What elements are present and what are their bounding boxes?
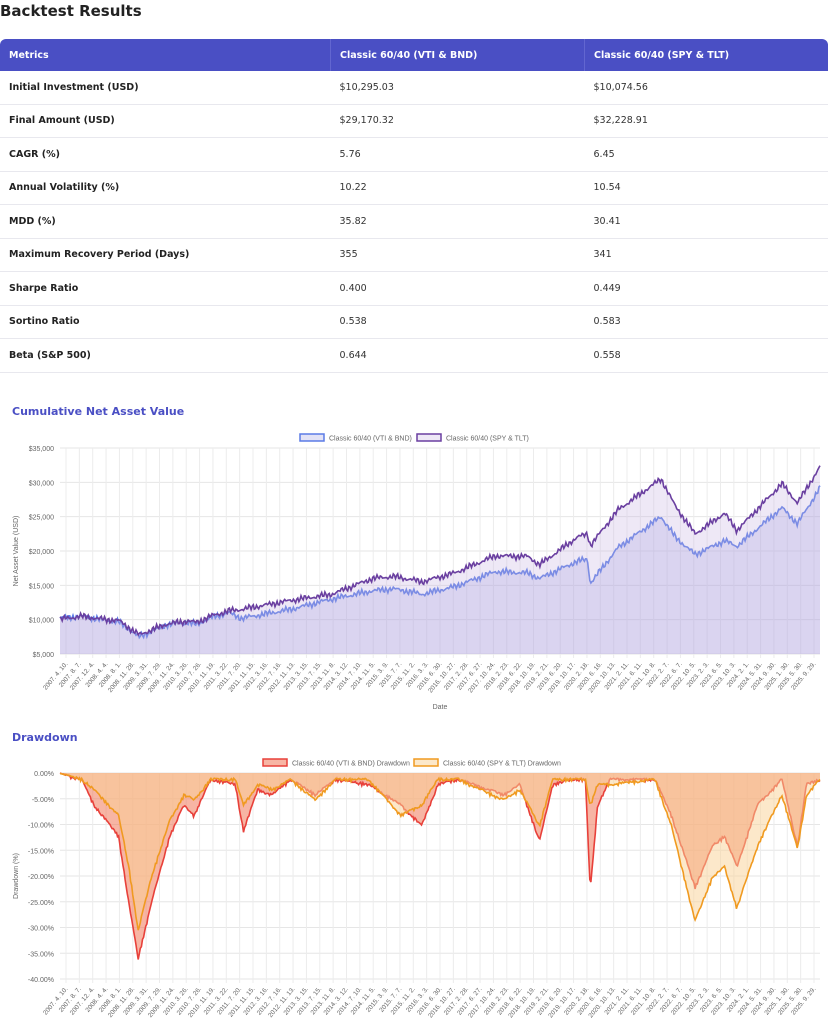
metric-value: 355 [330, 238, 585, 272]
y-tick-label: $5,000 [33, 652, 55, 659]
series-area [60, 485, 820, 654]
legend-label[interactable]: Classic 60/40 (SPY & TLT) [446, 436, 529, 443]
metric-value: $10,074.56 [584, 71, 828, 105]
header-metrics: Metrics [0, 39, 331, 71]
metrics-table: Metrics Classic 60/40 (VTI & BND) Classi… [0, 39, 828, 373]
series-line [59, 772, 821, 931]
y-tick-label: $10,000 [29, 618, 54, 625]
legend-swatch[interactable] [416, 433, 442, 442]
metric-value: 0.644 [330, 338, 585, 373]
metric-label: Maximum Recovery Period (Days) [0, 238, 331, 272]
drawdown-chart: 0.00% -5.00% -10.00% -15.00% -20.00% -25.00% -… [13, 758, 821, 1019]
legend-label[interactable]: Classic 60/40 (VTI & BND) Drawdown [292, 761, 410, 768]
metric-value: 0.583 [584, 305, 828, 339]
header-spy-tlt: Classic 60/40 (SPY & TLT) [584, 39, 828, 71]
metric-value: $29,170.32 [330, 104, 585, 138]
y-tick-label: -30.00% [28, 926, 54, 933]
nav-chart-title: Cumulative Net Asset Value [12, 405, 185, 418]
metric-value: 10.22 [330, 171, 585, 205]
y-tick-label: -35.00% [28, 951, 54, 958]
legend-swatch[interactable] [413, 758, 439, 767]
metric-value: 30.41 [584, 204, 828, 239]
table-row: Maximum Recovery Period (Days) 355 341 [0, 238, 828, 272]
metric-value: 0.538 [330, 305, 585, 339]
y-tick-label: $20,000 [29, 549, 54, 556]
legend-label[interactable]: Classic 60/40 (SPY & TLT) Drawdown [443, 761, 561, 768]
table-row: Sharpe Ratio 0.400 0.449 [0, 271, 828, 306]
nav-chart: $35,000 $30,000 $25,000 $20,000 $15,000 $10,0… [13, 433, 821, 711]
y-tick-label: -20.00% [28, 874, 54, 881]
table-row: Sortino Ratio 0.538 0.583 [0, 305, 828, 339]
metric-value: 0.400 [330, 271, 585, 306]
x-axis-label: Date [433, 704, 448, 711]
table-row: MDD (%) 35.82 30.41 [0, 204, 828, 239]
y-tick-label: $35,000 [29, 446, 54, 453]
table-row: Annual Volatility (%) 10.22 10.54 [0, 171, 828, 205]
table-row: Initial Investment (USD) $10,295.03 $10,07… [0, 71, 828, 105]
y-tick-label: -25.00% [28, 900, 54, 907]
metric-label: Sharpe Ratio [0, 271, 331, 306]
y-tick-label: $30,000 [29, 480, 54, 487]
metric-label: Annual Volatility (%) [0, 171, 331, 205]
metric-value: $32,228.91 [584, 104, 828, 138]
table-header-row: Metrics Classic 60/40 (VTI & BND) Classi… [0, 39, 828, 71]
legend-label[interactable]: Classic 60/40 (VTI & BND) [329, 436, 412, 443]
series-line [59, 465, 821, 637]
metric-value: 35.82 [330, 204, 585, 239]
metric-value: 0.558 [584, 338, 828, 373]
y-tick-label: -40.00% [28, 977, 54, 984]
metric-label: Beta (S&P 500) [0, 338, 331, 373]
y-tick-label: -15.00% [28, 848, 54, 855]
legend-swatch[interactable] [262, 758, 288, 767]
metric-label: Final Amount (USD) [0, 104, 331, 138]
y-axis-label: Drawdown (%) [13, 853, 20, 899]
legend-swatch[interactable] [299, 433, 325, 442]
table-row: Beta (S&P 500) 0.644 0.558 [0, 338, 828, 373]
metric-value: 5.76 [330, 137, 585, 172]
y-tick-label: -5.00% [32, 797, 54, 804]
metric-value: 0.449 [584, 271, 828, 306]
metric-value: $10,295.03 [330, 71, 585, 105]
metric-label: Sortino Ratio [0, 305, 331, 339]
metric-value: 10.54 [584, 171, 828, 205]
drawdown-chart-title: Drawdown [12, 731, 78, 744]
metric-value: 341 [584, 238, 828, 272]
y-tick-label: 0.00% [34, 771, 54, 778]
y-axis-label: Net Asset Value (USD) [13, 516, 20, 587]
metric-value: 6.45 [584, 137, 828, 172]
table-row: Final Amount (USD) $29,170.32 $32,228.91 [0, 104, 828, 138]
metric-label: Initial Investment (USD) [0, 71, 331, 105]
y-tick-label: -10.00% [28, 823, 54, 830]
metric-label: MDD (%) [0, 204, 331, 239]
y-tick-label: $15,000 [29, 583, 54, 590]
y-tick-label: $25,000 [29, 515, 54, 522]
table-row: CAGR (%) 5.76 6.45 [0, 137, 828, 172]
page-title: Backtest Results [0, 2, 142, 20]
metric-label: CAGR (%) [0, 137, 331, 172]
header-vti-bnd: Classic 60/40 (VTI & BND) [330, 39, 585, 71]
